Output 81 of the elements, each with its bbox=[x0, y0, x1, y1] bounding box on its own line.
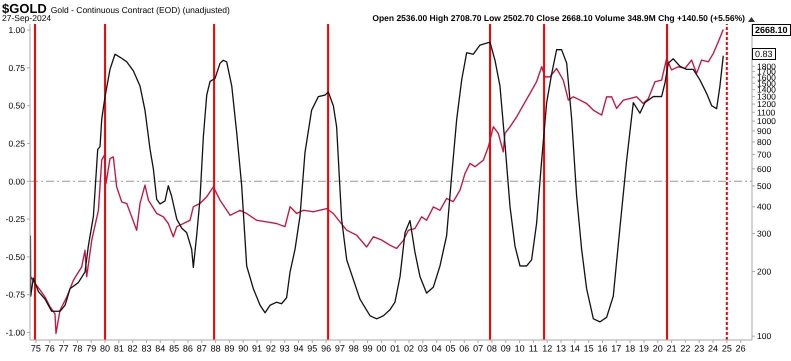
x-tick-label: 08 bbox=[486, 343, 497, 354]
y2-tick-label: 200 bbox=[757, 266, 772, 276]
chart-subtitle: Gold - Continuous Contract (EOD) (unadjusted) bbox=[50, 5, 230, 15]
x-tick-label: 11 bbox=[528, 343, 538, 354]
y-tick-label: 0.00 bbox=[8, 176, 26, 186]
y-tick-label: -1.00 bbox=[6, 327, 26, 338]
y2-tick-label: 500 bbox=[757, 180, 772, 191]
x-tick-label: 97 bbox=[334, 343, 345, 354]
y-tick-label: -0.25 bbox=[6, 214, 26, 224]
x-tick-label: 02 bbox=[404, 343, 414, 354]
x-tick-label: 25 bbox=[722, 343, 732, 354]
x-tick-label: 15 bbox=[584, 343, 594, 354]
x-tick-label: 85 bbox=[169, 343, 180, 354]
x-tick-label: 18 bbox=[625, 343, 636, 354]
x-tick-label: 05 bbox=[445, 343, 456, 354]
x-tick-label: 12 bbox=[542, 343, 552, 354]
x-tick-label: 07 bbox=[473, 343, 484, 354]
chart-title: $GOLD bbox=[2, 1, 47, 16]
x-tick-label: 89 bbox=[224, 343, 234, 354]
y-tick-label: 0.75 bbox=[8, 62, 26, 73]
text: 27-Sep-2024 bbox=[2, 13, 52, 23]
x-tick-label: 21 bbox=[666, 343, 677, 354]
x-tick-label: 24 bbox=[708, 343, 718, 354]
y2-tick-label: 300 bbox=[757, 228, 772, 239]
x-tick-label: 95 bbox=[307, 343, 318, 354]
x-tick-label: 76 bbox=[44, 343, 55, 354]
y-tick-label: 1.00 bbox=[8, 25, 26, 36]
x-tick-label: 03 bbox=[418, 343, 428, 354]
x-tick-label: 75 bbox=[30, 343, 41, 354]
x-tick-label: 87 bbox=[196, 343, 207, 354]
y2-tick-label: 1100 bbox=[757, 107, 776, 118]
y-tick-label: -0.50 bbox=[6, 252, 26, 262]
y2-tick-label: 1200 bbox=[757, 99, 776, 110]
x-tick-label: 91 bbox=[252, 343, 262, 354]
x-tick-label: 77 bbox=[58, 343, 69, 354]
x-tick-label: 82 bbox=[128, 343, 138, 354]
y2-tick-label: 1300 bbox=[757, 92, 776, 102]
x-tick-label: 78 bbox=[72, 343, 82, 354]
x-tick-label: 96 bbox=[321, 343, 332, 354]
x-tick-label: 26 bbox=[736, 343, 746, 354]
x-tick-label: 04 bbox=[432, 343, 442, 354]
y2-tick-label: 800 bbox=[757, 137, 772, 148]
x-tick-label: 10 bbox=[514, 343, 525, 354]
x-tick-label: 22 bbox=[680, 343, 690, 354]
x-tick-label: 93 bbox=[280, 343, 290, 354]
x-tick-label: 20 bbox=[652, 343, 663, 354]
x-tick-label: 79 bbox=[86, 343, 96, 354]
x-tick-label: 92 bbox=[266, 343, 276, 354]
x-tick-label: 98 bbox=[348, 343, 359, 354]
text: 2668.10 bbox=[752, 24, 791, 36]
x-tick-label: 81 bbox=[114, 343, 124, 354]
y2-tick-label: 600 bbox=[757, 164, 772, 174]
text: 0.83 bbox=[752, 48, 776, 60]
x-tick-label: 01 bbox=[390, 343, 400, 354]
x-tick-label: 83 bbox=[141, 343, 152, 354]
x-tick-label: 88 bbox=[210, 343, 221, 354]
x-tick-label: 23 bbox=[694, 343, 704, 354]
x-tick-label: 00 bbox=[376, 343, 386, 354]
x-tick-label: 80 bbox=[100, 343, 110, 354]
y2-tick-label: 700 bbox=[757, 149, 772, 160]
y-tick-label: 0.50 bbox=[8, 100, 26, 111]
y2-tick-label: 900 bbox=[757, 126, 772, 136]
x-tick-label: 19 bbox=[638, 343, 649, 354]
x-tick-label: 94 bbox=[293, 343, 304, 354]
y2-tick-label: 400 bbox=[757, 202, 772, 212]
x-tick-label: 14 bbox=[570, 343, 580, 354]
x-tick-label: 99 bbox=[362, 343, 373, 354]
y2-tick-label: 1800 bbox=[757, 61, 776, 72]
x-tick-label: 09 bbox=[500, 343, 511, 354]
y-tick-label: -0.75 bbox=[6, 290, 26, 300]
text: Open 2536.00 High 2708.70 Low 2502.70 Close 2668.10 Volume 348.9M Chg +140.50 (+5.56%) bbox=[372, 13, 745, 23]
x-tick-label: 86 bbox=[182, 343, 193, 354]
y2-tick-label: 1000 bbox=[757, 116, 776, 126]
x-tick-label: 13 bbox=[556, 343, 566, 354]
x-tick-label: 06 bbox=[459, 343, 470, 354]
y-tick-label: 0.25 bbox=[8, 138, 26, 148]
y2-tick-label: 100 bbox=[757, 331, 772, 342]
x-tick-label: 84 bbox=[155, 343, 166, 354]
x-tick-label: 16 bbox=[597, 343, 608, 354]
x-tick-label: 90 bbox=[238, 343, 248, 354]
x-tick-label: 17 bbox=[611, 343, 622, 354]
